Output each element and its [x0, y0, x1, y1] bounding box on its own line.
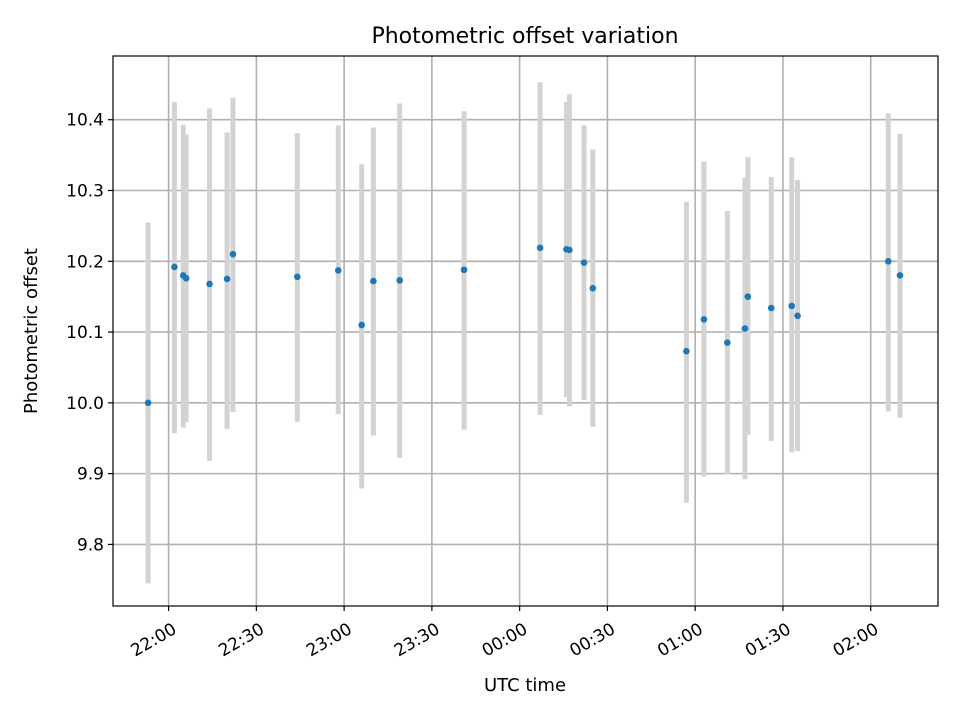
data-point [788, 302, 796, 310]
data-point [334, 267, 342, 274]
data-point [396, 277, 404, 284]
y-tick-label: 10.1 [66, 323, 104, 343]
data-point [896, 272, 904, 279]
data-point [358, 321, 365, 329]
data-point [580, 259, 588, 266]
plot-frame [112, 55, 939, 607]
y-tick-label: 10.4 [66, 111, 104, 131]
y-axis-label: Photometric offset [21, 248, 42, 414]
y-axis-ticks: 9.8 9.9 10.0 10.1 10.2 10.3 10.4 [66, 111, 113, 555]
y-tick-label: 10.3 [66, 181, 104, 201]
data-point [182, 274, 190, 282]
data-point [229, 250, 237, 258]
data-point [589, 284, 597, 292]
data-point [884, 257, 892, 265]
chart-title: Photometric offset variation [371, 24, 678, 49]
data-point [460, 266, 468, 274]
data-point [741, 325, 749, 332]
data-point [144, 399, 152, 407]
grid [113, 56, 938, 606]
y-tick-label: 9.9 [77, 465, 104, 485]
data-point [724, 339, 731, 346]
data-point [206, 280, 213, 288]
x-axis-label: UTC time [484, 675, 566, 696]
data-point [700, 316, 708, 323]
data-point [566, 246, 573, 254]
y-tick-label: 9.8 [77, 535, 104, 555]
data-points [144, 244, 904, 407]
data-point [370, 277, 377, 285]
y-tick-label: 10.2 [66, 252, 104, 272]
data-point [536, 244, 544, 252]
data-point [683, 347, 690, 355]
data-point [171, 263, 178, 271]
data-point [794, 312, 801, 320]
data-point [223, 275, 231, 283]
data-point [294, 273, 301, 281]
y-tick-label: 10.0 [66, 394, 104, 414]
data-point [744, 293, 752, 300]
data-point [767, 304, 775, 312]
